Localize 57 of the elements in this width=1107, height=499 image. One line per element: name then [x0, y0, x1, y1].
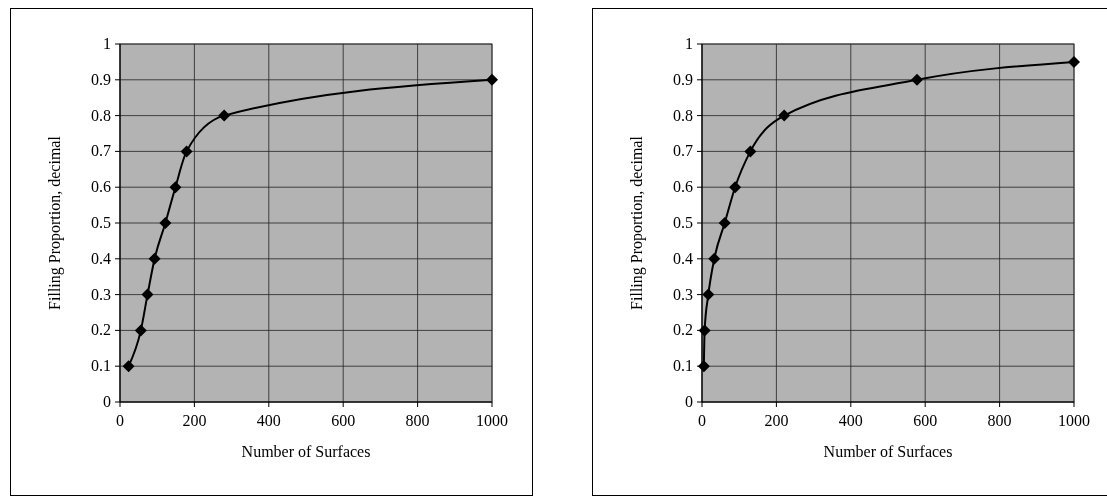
x-tick-label: 800: [987, 412, 1012, 429]
y-tick-label: 0.6: [91, 178, 111, 196]
x-tick-label: 1000: [476, 412, 508, 429]
y-tick-label: 1: [103, 35, 111, 52]
y-tick-label: 0.4: [91, 249, 111, 267]
y-tick-label: 1: [685, 35, 693, 52]
x-axis-title: Number of Surfaces: [241, 443, 371, 460]
y-tick-label: 0.3: [673, 285, 693, 303]
y-tick-label: 0.8: [91, 106, 111, 124]
x-tick-label: 400: [838, 412, 863, 429]
point: [159, 217, 172, 229]
x-tick-label: 600: [913, 412, 938, 429]
point: [698, 324, 711, 337]
y-tick-label: 0.3: [91, 285, 111, 303]
y-tick-label: 0.2: [673, 321, 693, 339]
point: [148, 252, 161, 265]
y-tick-label: 0.1: [91, 357, 111, 375]
y-axis-title: Filling Proportion, decimal: [628, 135, 646, 310]
x-tick-label: 400: [256, 412, 281, 429]
point: [708, 252, 721, 265]
x-tick-label: 0: [116, 412, 124, 429]
y-tick-label: 0.2: [91, 321, 111, 339]
y-tick-label: 0.9: [91, 70, 111, 88]
point: [911, 73, 924, 86]
x-tick-label: 0: [698, 412, 706, 429]
point: [218, 109, 231, 122]
point: [486, 73, 498, 86]
y-tick-label: 0: [103, 393, 111, 410]
x-tick-label: 200: [182, 412, 207, 429]
y-axis-title: Filling Proportion, decimal: [46, 135, 64, 310]
point: [702, 288, 715, 301]
point: [744, 145, 757, 158]
point: [697, 360, 710, 373]
point: [180, 145, 193, 158]
y-tick-label: 0.8: [673, 106, 693, 124]
point: [122, 360, 135, 373]
y-tick-label: 0.7: [91, 142, 111, 160]
y-tick-label: 0.9: [673, 70, 693, 88]
y-tick-label: 0.5: [673, 214, 693, 231]
y-tick-label: 0.4: [673, 249, 693, 267]
y-tick-label: 0.6: [673, 178, 693, 196]
x-tick-label: 200: [764, 412, 789, 429]
point: [778, 109, 791, 122]
point: [1068, 55, 1080, 68]
y-tick-label: 0.5: [91, 214, 111, 231]
y-tick-label: 0: [685, 393, 693, 410]
y-tick-label: 0.7: [673, 142, 693, 160]
x-tick-label: 1000: [1058, 412, 1090, 429]
x-tick-label: 800: [405, 412, 430, 429]
point: [141, 288, 154, 301]
x-tick-label: 600: [331, 412, 356, 429]
point: [169, 181, 182, 194]
y-tick-label: 0.1: [673, 357, 693, 375]
x-axis-title: Number of Surfaces: [823, 443, 953, 460]
point: [718, 217, 731, 229]
point: [134, 324, 147, 337]
point: [729, 181, 742, 194]
